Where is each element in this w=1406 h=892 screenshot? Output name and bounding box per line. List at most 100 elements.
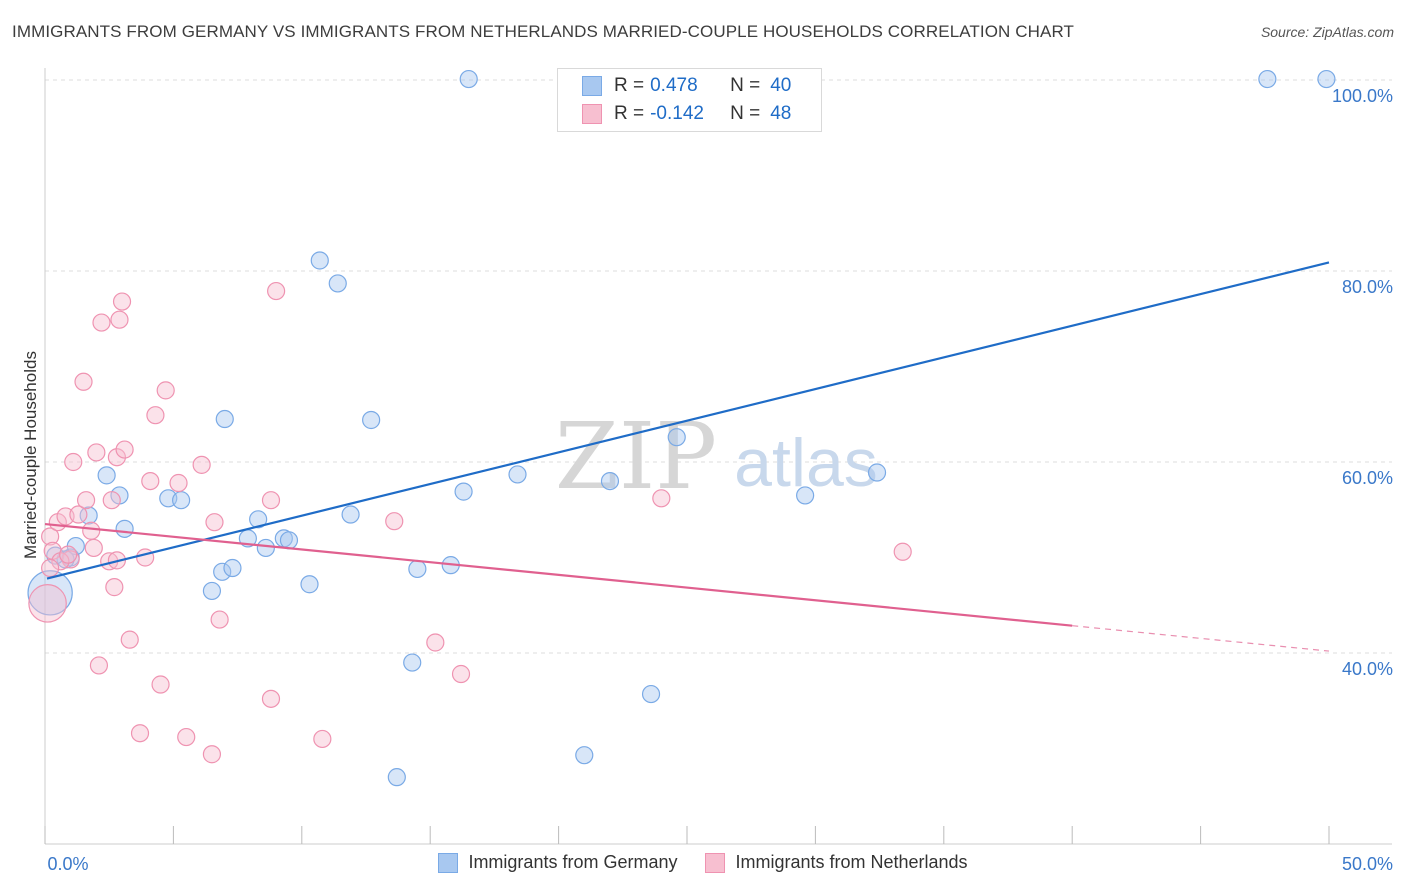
point-netherlands <box>205 513 224 532</box>
series-legend: Immigrants from Germany Immigrants from … <box>0 852 1406 873</box>
legend-r-label: R = <box>614 75 645 96</box>
chart-title: IMMIGRANTS FROM GERMANY VS IMMIGRANTS FR… <box>12 22 1075 41</box>
point-netherlands <box>69 505 88 524</box>
point-netherlands <box>267 281 286 301</box>
series-legend-netherlands: Immigrants from Netherlands <box>705 852 968 873</box>
point-netherlands <box>89 656 109 675</box>
y-tick-label: 40.0% <box>1342 659 1393 679</box>
point-germany <box>172 491 191 510</box>
point-germany <box>641 684 661 704</box>
point-netherlands <box>120 630 139 649</box>
point-germany <box>223 558 242 578</box>
point-germany <box>454 482 473 501</box>
y-tick-label: 60.0% <box>1342 468 1393 488</box>
point-germany <box>459 69 478 89</box>
legend-row-netherlands: R = -0.142 N = 48 <box>582 102 791 126</box>
legend-n-value-netherlands: 48 <box>770 103 792 124</box>
legend-swatch-germany <box>582 76 602 96</box>
point-netherlands <box>313 729 332 749</box>
point-netherlands <box>192 455 211 474</box>
trend-line-netherlands-dashed <box>1072 625 1330 652</box>
legend-r-label: R = <box>614 103 645 124</box>
series-swatch-netherlands <box>705 852 726 873</box>
point-netherlands <box>136 548 155 567</box>
point-netherlands <box>41 558 60 578</box>
point-netherlands <box>261 689 281 708</box>
y-tick-label: 80.0% <box>1342 277 1393 297</box>
series-swatch-germany <box>438 852 459 873</box>
point-netherlands <box>451 664 471 684</box>
legend-row-germany: R = 0.478 N = 40 <box>582 74 791 98</box>
gridlines <box>45 79 1392 654</box>
point-netherlands <box>141 472 160 491</box>
point-netherlands <box>102 491 121 510</box>
point-netherlands <box>146 406 165 425</box>
legend-n-value-germany: 40 <box>770 75 792 96</box>
watermark: ZIP atlas <box>555 403 878 510</box>
point-germany <box>256 538 275 558</box>
point-germany <box>249 510 268 529</box>
point-netherlands <box>84 538 103 558</box>
series-legend-germany: Immigrants from Germany <box>438 852 677 873</box>
point-netherlands <box>76 491 96 510</box>
point-netherlands <box>652 489 671 508</box>
point-germany <box>362 410 381 430</box>
point-netherlands <box>82 521 101 540</box>
point-germany <box>27 570 73 616</box>
trend-lines <box>44 261 1330 652</box>
point-netherlands <box>51 552 70 571</box>
series-name-germany: Immigrants from Germany <box>468 852 678 872</box>
point-netherlands <box>112 292 132 311</box>
axis-labels: 40.0% 60.0% 80.0% 100.0% 0.0% 50.0% Married-co… <box>21 86 1393 874</box>
axes <box>44 68 1392 845</box>
chart-source: Source: ZipAtlas.com <box>1260 24 1394 40</box>
point-netherlands <box>177 727 196 747</box>
point-netherlands <box>385 512 404 531</box>
y-tick-label: 100.0% <box>1332 86 1393 106</box>
legend-r-value-netherlands: -0.142 <box>650 103 704 124</box>
point-netherlands <box>130 724 150 743</box>
point-netherlands <box>107 448 127 467</box>
point-germany <box>667 428 686 447</box>
trend-line-netherlands <box>44 522 1073 627</box>
point-netherlands <box>210 610 229 629</box>
point-netherlands <box>115 440 134 459</box>
point-netherlands <box>74 372 93 391</box>
point-netherlands <box>151 675 170 694</box>
point-germany <box>97 466 116 485</box>
point-germany <box>328 274 347 293</box>
point-germany <box>575 746 594 765</box>
point-germany <box>403 653 422 672</box>
point-germany <box>215 409 234 429</box>
point-germany <box>408 559 427 579</box>
point-netherlands <box>202 745 222 764</box>
point-germany <box>796 486 815 505</box>
point-netherlands <box>169 473 188 493</box>
point-germany <box>310 251 329 270</box>
point-germany <box>279 531 299 550</box>
point-netherlands <box>64 452 83 472</box>
point-germany <box>1258 69 1277 89</box>
point-germany <box>300 575 319 594</box>
point-germany <box>202 581 222 601</box>
y-axis-label: Married-couple Households <box>21 351 40 559</box>
point-netherlands <box>41 527 60 546</box>
x-tick-label: 50.0% <box>1342 854 1393 874</box>
point-netherlands <box>105 578 124 597</box>
legend-n-label: N = <box>730 103 761 124</box>
point-germany <box>1317 69 1336 89</box>
legend-swatch-netherlands <box>582 104 602 124</box>
legend-n-label: N = <box>730 75 761 96</box>
point-netherlands <box>87 443 106 462</box>
point-netherlands <box>110 310 129 329</box>
point-netherlands <box>156 381 175 400</box>
point-germany <box>115 519 134 538</box>
point-germany <box>341 505 360 524</box>
point-netherlands <box>893 542 912 561</box>
correlation-legend: R = 0.478 N = 40 R = -0.142 N = 48 <box>557 68 822 132</box>
point-germany <box>387 768 406 787</box>
point-germany <box>508 465 527 484</box>
trend-line-germany <box>46 261 1330 580</box>
data-points <box>27 69 1336 787</box>
